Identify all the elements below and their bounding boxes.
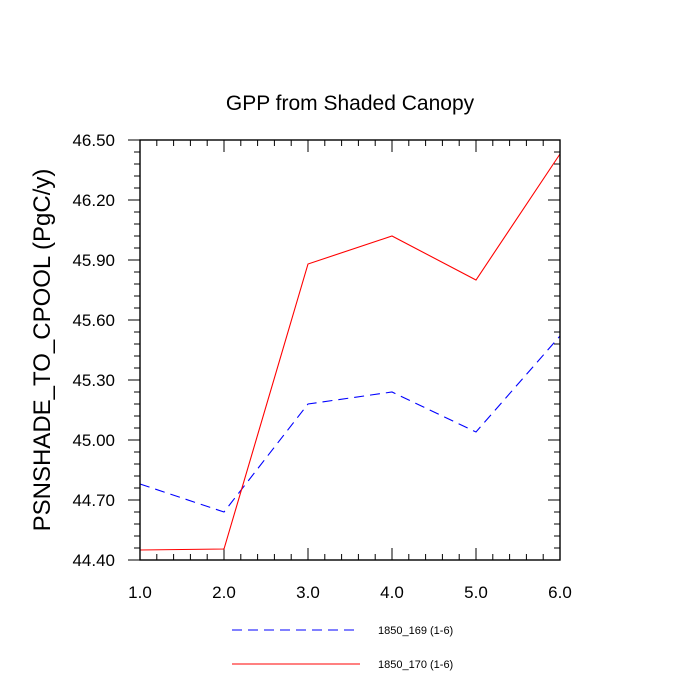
x-tick-label: 4.0 [380, 583, 404, 602]
y-tick-label: 45.60 [72, 311, 115, 330]
legend-label: 1850_169 (1-6) [378, 625, 453, 637]
series-lines [139, 153, 561, 551]
x-tick-label: 2.0 [212, 583, 236, 602]
x-tick-label: 3.0 [296, 583, 320, 602]
y-tick-label: 44.70 [72, 491, 115, 510]
series-line-2 [139, 153, 561, 551]
series-line-1 [139, 335, 561, 513]
plot-frame [139, 139, 561, 561]
legend: 1850_169 (1-6) 1850_170 (1-6) [232, 625, 453, 671]
y-tick-label: 46.20 [72, 191, 115, 210]
axis-ticks [128, 139, 561, 561]
y-tick-label: 45.30 [72, 371, 115, 390]
chart-title: GPP from Shaded Canopy [226, 92, 475, 115]
legend-label: 1850_170 (1-6) [378, 659, 453, 671]
y-tick-label: 45.00 [72, 431, 115, 450]
x-tick-label: 5.0 [464, 583, 488, 602]
y-tick-label: 45.90 [72, 251, 115, 270]
x-tick-label: 1.0 [128, 583, 152, 602]
x-tick-label: 6.0 [548, 583, 572, 602]
y-tick-label: 44.40 [72, 551, 115, 570]
axis-tick-labels: 1.0 2.0 3.0 4.0 5.0 6.0 44.40 44.70 45.00 45.30 45… [72, 131, 571, 602]
y-axis-label: PSNSHADE_TO_CPOOL (PgC/y) [29, 169, 56, 532]
y-tick-label: 46.50 [72, 131, 115, 150]
